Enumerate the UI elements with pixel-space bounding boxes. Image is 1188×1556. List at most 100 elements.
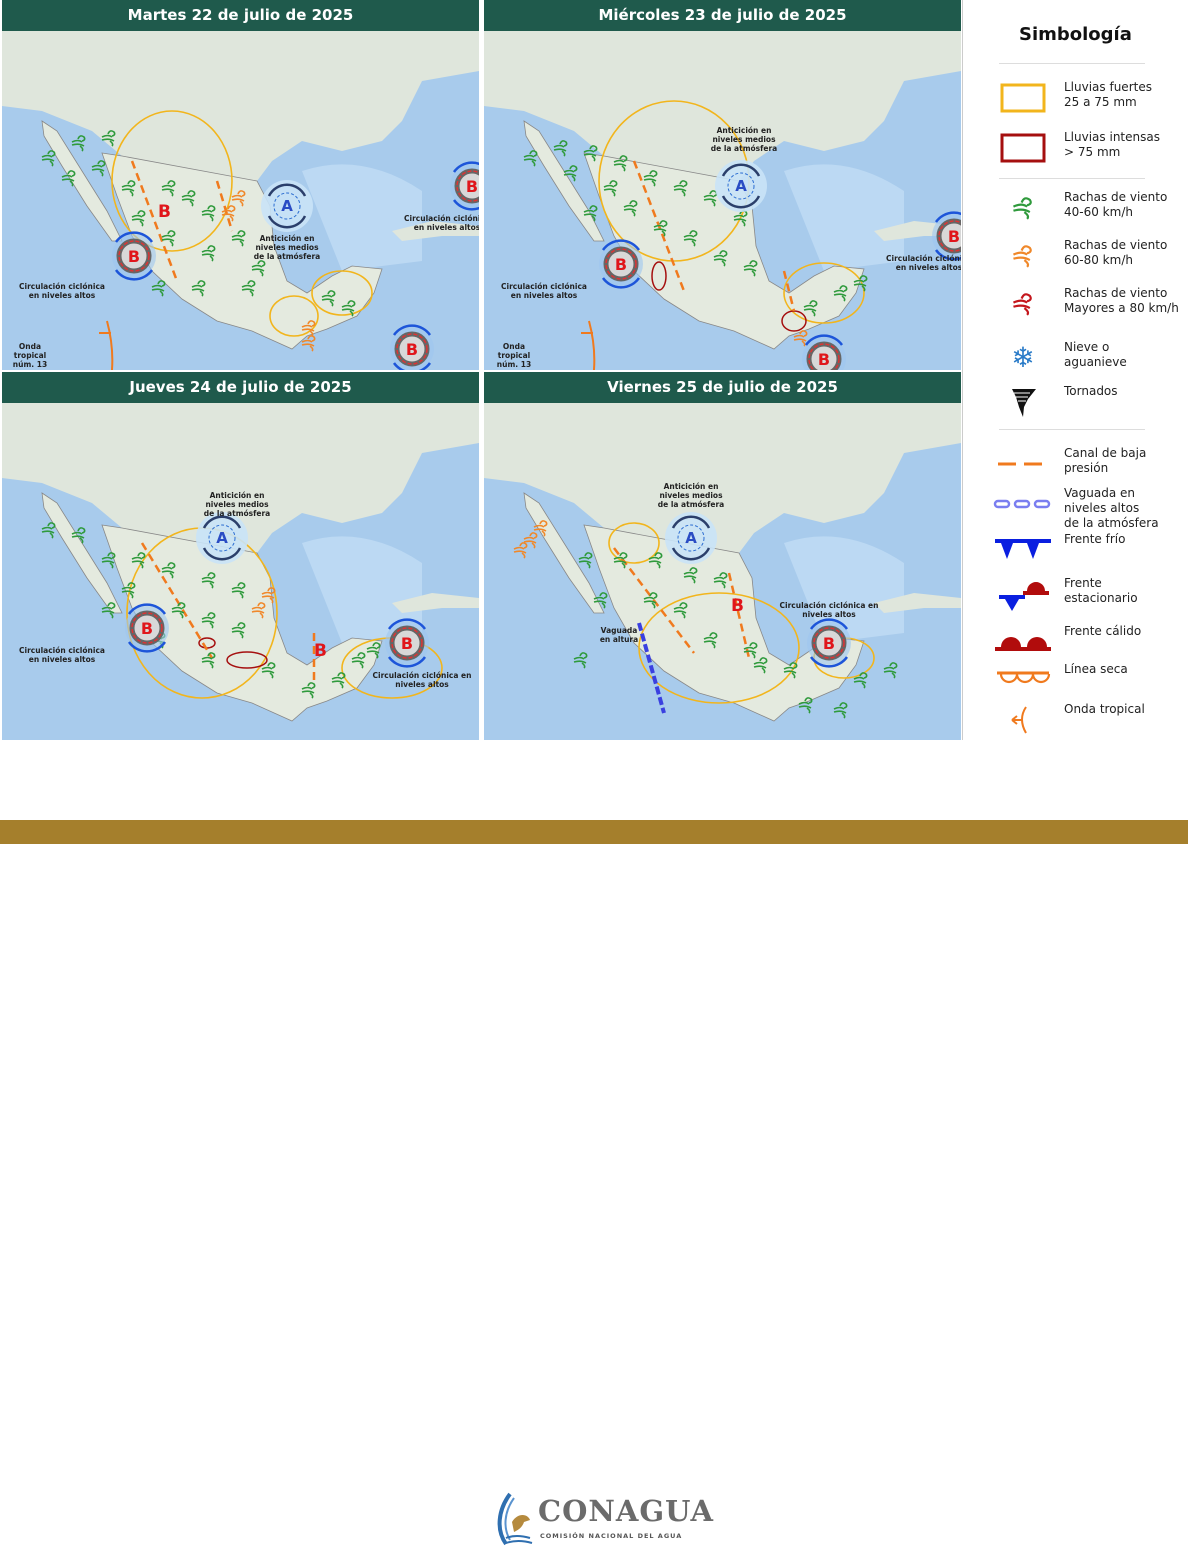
wind-gust-icon [513,542,528,559]
map-annotation: Anticición en niveles medios de la atmósfe… [658,482,725,509]
map-annotation: Onda tropical núm. 13 [497,342,531,369]
tropical-wave-icon [993,700,1053,740]
land [484,31,961,181]
forecast-map: A B B B Circulación ciclónica en niveles alto… [2,403,479,740]
map-annotation: Anticición en niveles medios de la atmósfe… [254,234,321,261]
heavy-rain-area [638,592,800,704]
wind-gust-icon [181,190,196,207]
wind-gust-icon [573,652,588,669]
wind-gust-icon [261,587,276,604]
wind-gust-icon [623,200,638,217]
wind-red-icon [993,284,1053,324]
anticyclone-label: A [685,529,697,547]
wind-gust-icon [366,642,381,659]
wind-gust-icon [61,170,76,187]
wind-gust-icon [603,180,618,197]
upper-trough-icon [993,484,1053,524]
tropical-wave [106,320,114,370]
wind-gust-icon [301,682,316,699]
heavy-rain-area [783,262,865,324]
legend-item: Tornados [963,382,1188,426]
land [484,403,961,553]
divider [999,63,1145,64]
wind-gust-icon [833,285,848,302]
wind-gust-icon [703,632,718,649]
legend-item-label: Rachas de viento Mayores a 80 km/h [1064,286,1179,315]
tornado-icon [993,382,1053,422]
forecast-map: A B B Anticición en niveles medios de la atmó… [484,403,961,740]
wind-gust-icon [553,140,568,157]
cyclone-marker: B [802,334,846,370]
cyclone-marker: B [932,211,961,261]
wind-gust-icon [683,230,698,247]
legend-item-label: Tornados [1064,384,1118,398]
map-annotation: Anticición en niveles medios de la atmósfe… [204,491,271,518]
legend-item-label: Frente frío [1064,532,1126,546]
low-pressure-trough [613,547,695,654]
footer-bar [0,820,1188,844]
legend-item-label: Rachas de viento 40-60 km/h [1064,190,1168,219]
wind-gust-icon [713,250,728,267]
legend-item: Frente estacionario [963,574,1188,618]
legend-item-label: Onda tropical [1064,702,1145,716]
wind-gust-icon [743,260,758,277]
wind-gust-icon [351,652,366,669]
wind-gust-icon [833,702,848,719]
wind-gust-icon [753,657,768,674]
map-annotation: Anticición en niveles medios de la atmósfe… [711,126,778,153]
cyclone-marker: B [125,603,169,653]
wind-gust-icon [261,662,276,679]
wind-gust-icon [131,552,146,569]
wind-gust-icon [71,135,86,152]
panel-title: Viernes 25 de julio de 2025 [484,372,961,403]
cyclone-marker: B [390,324,434,370]
heavy-rain-box [993,78,1053,118]
legend-item-label: Frente cálido [1064,624,1142,638]
legend-item: Canal de baja presión [963,444,1188,488]
wind-gust-icon [301,320,316,337]
cyclone-label: B [818,350,830,369]
wind-gust-icon [593,592,608,609]
cyclone-marker: B [599,239,643,289]
wind-gust-icon [613,552,628,569]
legend-item-label: Frente estacionario [1064,576,1138,605]
wind-gust-icon [101,552,116,569]
anticyclone-marker: A [665,512,717,564]
cyclone-label: B [406,340,418,359]
low-pressure-marker: B [314,641,327,661]
panel-title: Martes 22 de julio de 2025 [2,0,479,31]
conagua-logo: CONAGUA COMISIÓN NACIONAL DEL AGUA [494,1492,714,1552]
wind-gust-icon [301,335,316,352]
wind-gust-icon [201,652,216,669]
legend-item: Rachas de viento 60-80 km/h [963,236,1188,280]
map-panel-tuesday: Martes 22 de julio de 2025 A B B B B Circulac… [2,0,479,370]
wind-gust-icon [803,300,818,317]
legend-item: Línea seca [963,660,1188,704]
legend-item-label: Rachas de viento 60-80 km/h [1064,238,1168,267]
wind-gust-icon [643,170,658,187]
wind-gust-icon [201,572,216,589]
wind-gust-icon [101,130,116,147]
wind-gust-icon [201,245,216,262]
legend-item: Rachas de viento Mayores a 80 km/h [963,284,1188,328]
wind-gust-icon [653,220,668,237]
stationary-front-icon [993,574,1053,614]
wind-gust-icon [703,190,718,207]
wind-gust-icon [131,210,146,227]
legend-item-label: Lluvias fuertes 25 a 75 mm [1064,80,1152,109]
wind-gust-icon [121,180,136,197]
legend-item: Vaguada en niveles altos de la atmósfera [963,484,1188,530]
low-pressure-trough-icon [993,444,1053,484]
anticyclone-label: A [735,177,747,195]
heavy-rain-area [608,522,660,564]
wind-gust-icon [643,592,658,609]
legend-item: Frente cálido [963,622,1188,666]
wind-gust-icon [201,612,216,629]
wind-gust-icon [231,622,246,639]
wind-gust-icon [853,672,868,689]
anticyclone-label: A [281,197,293,215]
heavy-rain-area [311,270,373,316]
wind-gust-icon [648,552,663,569]
legend-title: Simbología [1019,24,1132,45]
